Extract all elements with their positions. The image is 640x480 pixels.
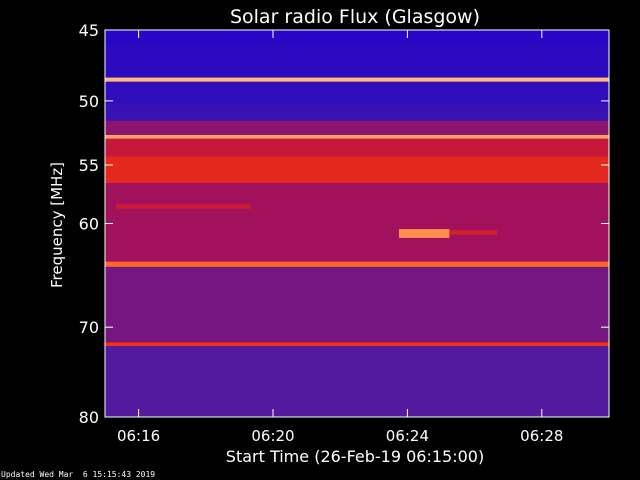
- updated-timestamp: Updated Wed Mar 6 15:15:43 2019: [1, 470, 156, 479]
- x-tick-label: 06:28: [520, 427, 563, 445]
- y-tick-label: 50: [79, 92, 99, 111]
- frequency-band: [105, 138, 609, 157]
- frequency-band: [105, 183, 609, 262]
- frequency-band: [105, 346, 609, 417]
- axes: 45 50 55 60 70 80 06:16 06:20 06:24 06:28: [79, 21, 610, 445]
- y-tick-label: 45: [79, 21, 99, 40]
- radio-burst: [399, 229, 450, 238]
- radio-burst: [449, 230, 497, 235]
- plot-area: [105, 30, 609, 417]
- frequency-band: [105, 30, 609, 45]
- chart-title: Solar radio Flux (Glasgow): [230, 6, 480, 28]
- frequency-band: [105, 81, 609, 105]
- x-tick-label: 06:24: [386, 427, 429, 445]
- frequency-band: [105, 156, 609, 184]
- x-axis-label: Start Time (26-Feb-19 06:15:00): [226, 447, 484, 466]
- frequency-band: [105, 266, 609, 343]
- frequency-band: [105, 134, 609, 139]
- y-axis-label: Frequency [MHz]: [48, 162, 66, 288]
- y-tick-label: 70: [79, 318, 99, 337]
- y-tick-label: 60: [79, 215, 99, 234]
- radio-burst: [116, 204, 251, 209]
- frequency-band: [105, 342, 609, 347]
- x-tick-label: 06:16: [117, 427, 160, 445]
- y-tick-label: 55: [79, 156, 99, 175]
- frequency-band: [105, 104, 609, 121]
- frequency-band: [105, 77, 609, 82]
- frequency-band: [105, 261, 609, 267]
- frequency-band: [105, 120, 609, 135]
- y-tick-label: 80: [79, 408, 99, 427]
- x-tick-label: 06:20: [251, 427, 294, 445]
- frequency-band: [105, 44, 609, 78]
